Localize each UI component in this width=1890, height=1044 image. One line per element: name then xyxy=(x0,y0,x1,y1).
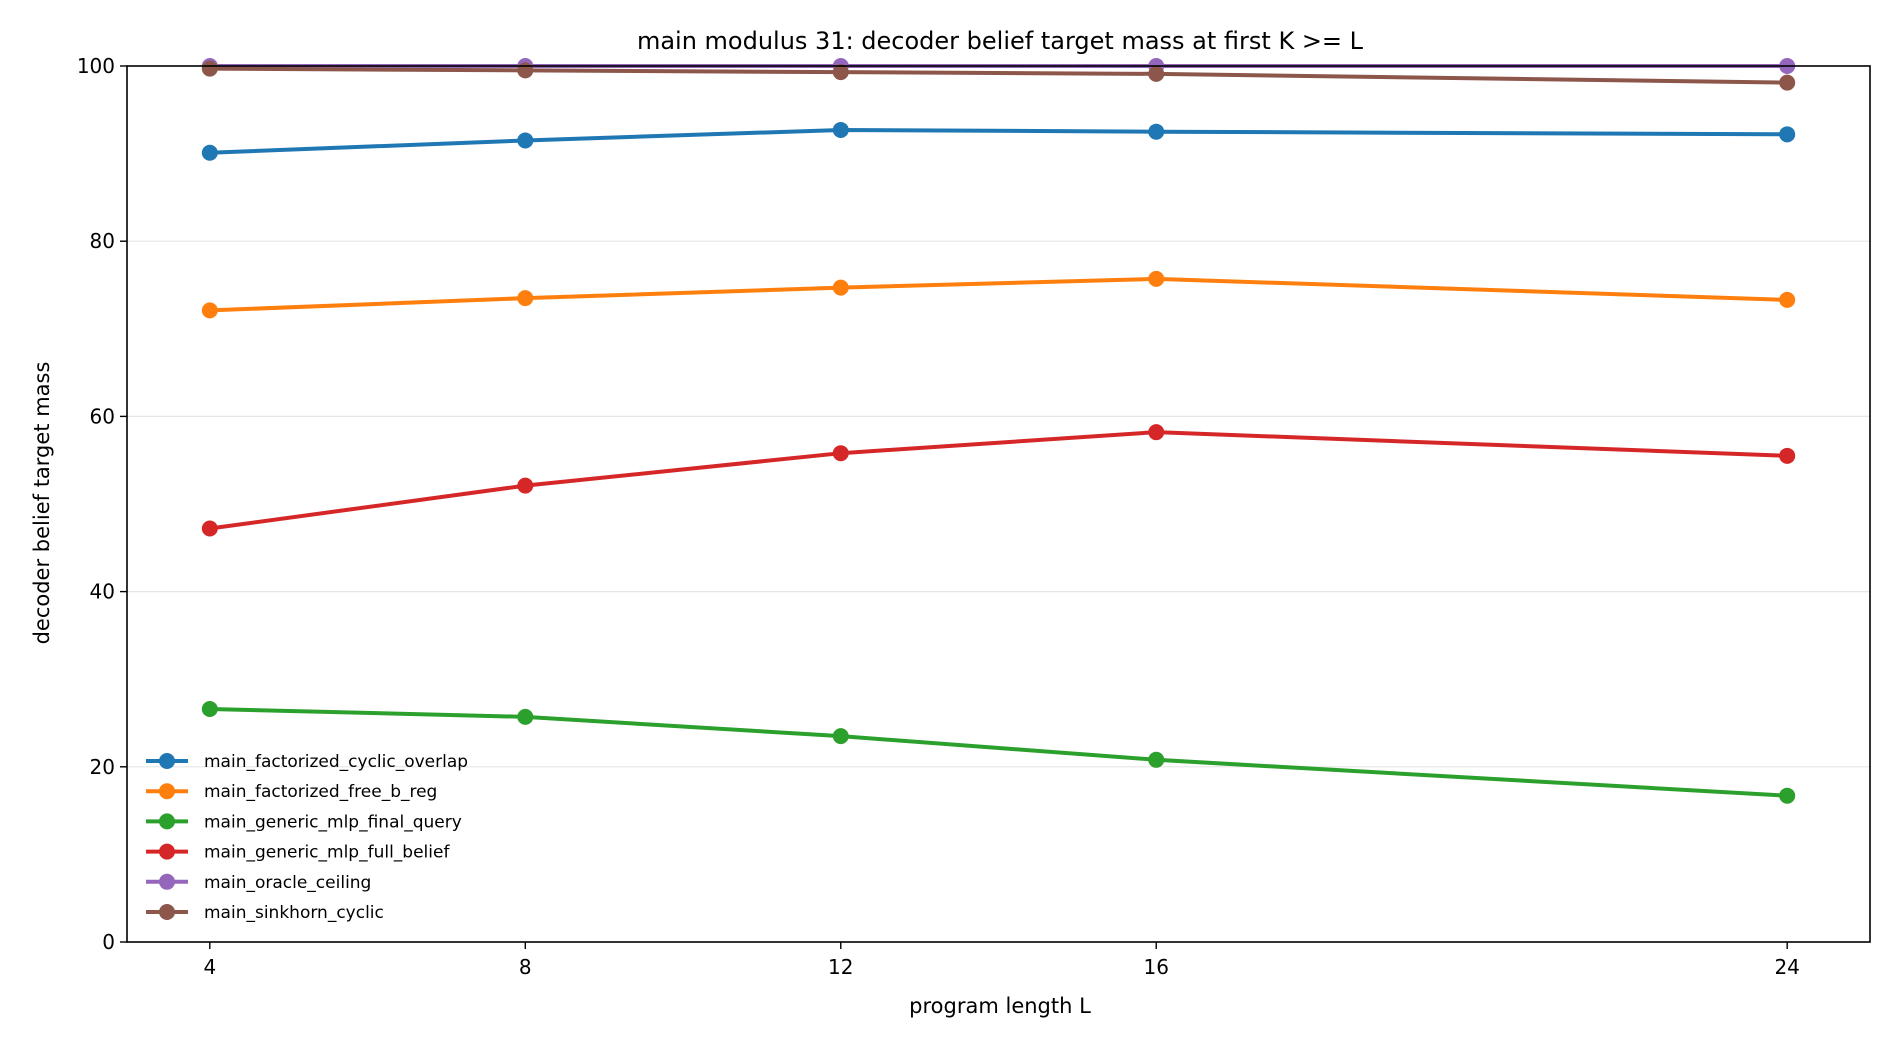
x-tick-label: 4 xyxy=(203,955,216,979)
data-point-main-sinkhorn-cyclic xyxy=(517,62,534,79)
legend-swatch-marker xyxy=(159,843,175,860)
y-tick-label: 0 xyxy=(102,930,115,954)
legend-item-main-factorized-cyclic-overlap: main_factorized_cyclic_overlap xyxy=(146,752,468,772)
y-tick-label: 20 xyxy=(90,755,115,779)
legend-item-main-generic-mlp-full-belief: main_generic_mlp_full_belief xyxy=(146,843,450,863)
data-point-main-generic-mlp-final-query xyxy=(1779,787,1796,804)
data-point-main-factorized-cyclic-overlap xyxy=(201,144,218,161)
y-tick-label: 60 xyxy=(90,404,115,428)
data-point-main-factorized-free-b-reg xyxy=(517,290,534,307)
series-main-generic-mlp-final-query xyxy=(201,700,1796,804)
data-point-main-factorized-cyclic-overlap xyxy=(1779,126,1796,143)
data-point-main-generic-mlp-final-query xyxy=(201,700,218,717)
legend-item-main-factorized-free-b-reg: main_factorized_free_b_reg xyxy=(146,782,437,802)
plot-frame xyxy=(126,65,1871,943)
legend-label: main_generic_mlp_final_query xyxy=(204,812,462,832)
data-point-main-generic-mlp-full-belief xyxy=(1148,424,1165,441)
x-tick-label: 8 xyxy=(519,955,532,979)
legend-label: main_oracle_ceiling xyxy=(204,873,371,893)
y-tick-label: 40 xyxy=(90,580,115,604)
x-tick-label: 24 xyxy=(1774,955,1799,979)
legend-label: main_generic_mlp_full_belief xyxy=(204,843,450,863)
data-point-main-generic-mlp-final-query xyxy=(832,728,849,745)
data-point-main-generic-mlp-full-belief xyxy=(201,520,218,537)
y-tick-label: 80 xyxy=(90,229,115,253)
data-point-main-factorized-cyclic-overlap xyxy=(517,132,534,149)
data-point-main-sinkhorn-cyclic xyxy=(1148,65,1165,82)
axes: 0 20 40 60 80 100 4 8 12 16 24 xyxy=(77,54,1800,979)
legend-label: main_sinkhorn_cyclic xyxy=(204,903,384,923)
chart-title: main modulus 31: decoder belief target m… xyxy=(637,27,1364,55)
x-axis-label: program length L xyxy=(909,994,1091,1018)
series-main-factorized-free-b-reg xyxy=(201,270,1796,319)
legend: main_factorized_cyclic_overlap main_facto… xyxy=(146,752,468,923)
data-point-main-sinkhorn-cyclic xyxy=(201,60,218,77)
legend-swatch-marker xyxy=(159,813,175,830)
data-point-main-factorized-cyclic-overlap xyxy=(832,121,849,138)
data-point-main-factorized-cyclic-overlap xyxy=(1148,123,1165,140)
data-point-main-factorized-free-b-reg xyxy=(832,279,849,296)
data-point-main-generic-mlp-final-query xyxy=(517,708,534,725)
x-tick-label: 16 xyxy=(1144,955,1169,979)
legend-label: main_factorized_cyclic_overlap xyxy=(204,752,468,772)
x-tick-label: 12 xyxy=(828,955,853,979)
series-main-sinkhorn-cyclic xyxy=(201,60,1796,91)
data-point-main-factorized-free-b-reg xyxy=(201,302,218,319)
grid-lines xyxy=(127,240,1870,768)
data-point-main-sinkhorn-cyclic xyxy=(1779,74,1796,91)
legend-swatch-marker xyxy=(159,904,175,920)
data-point-main-factorized-free-b-reg xyxy=(1779,291,1796,308)
data-point-main-factorized-free-b-reg xyxy=(1148,270,1165,287)
data-point-main-generic-mlp-full-belief xyxy=(1779,447,1796,464)
legend-swatch-marker xyxy=(159,783,175,800)
y-axis-label: decoder belief target mass xyxy=(30,362,54,645)
legend-item-main-generic-mlp-final-query: main_generic_mlp_final_query xyxy=(146,812,462,832)
y-tick-label: 100 xyxy=(77,54,115,78)
data-point-main-sinkhorn-cyclic xyxy=(832,64,849,81)
legend-swatch-marker xyxy=(159,873,175,890)
legend-swatch-marker xyxy=(159,753,175,769)
legend-label: main_factorized_free_b_reg xyxy=(204,782,437,802)
data-point-main-generic-mlp-full-belief xyxy=(517,477,534,494)
data-point-main-generic-mlp-full-belief xyxy=(832,445,849,462)
series-main-generic-mlp-full-belief xyxy=(201,424,1796,537)
legend-item-main-sinkhorn-cyclic: main_sinkhorn_cyclic xyxy=(146,903,384,923)
data-point-main-generic-mlp-final-query xyxy=(1148,751,1165,768)
legend-item-main-oracle-ceiling: main_oracle_ceiling xyxy=(146,873,371,893)
series-main-factorized-cyclic-overlap xyxy=(201,121,1796,161)
